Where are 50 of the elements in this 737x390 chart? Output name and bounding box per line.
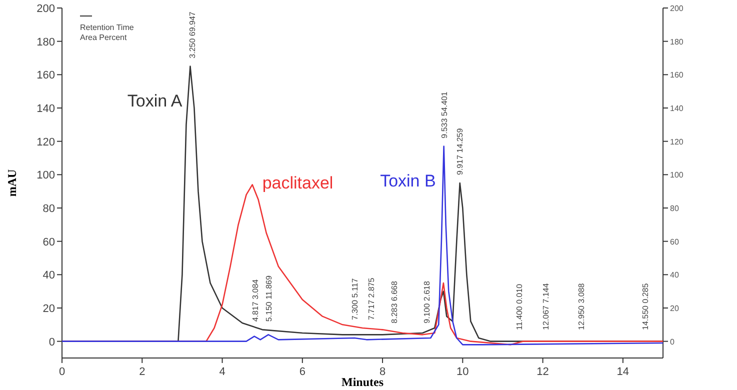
y2-tick-label: 180 bbox=[670, 37, 684, 46]
x-tick-label: 12 bbox=[536, 366, 549, 378]
annotation: 12.067 7.144 bbox=[541, 282, 550, 330]
annotation: 12.950 3.088 bbox=[576, 282, 586, 330]
annotation: 7.300 5.117 bbox=[350, 278, 360, 320]
series-label: Toxin A bbox=[127, 91, 183, 110]
annotation: 3.250 69.947 bbox=[188, 11, 198, 58]
y-tick-label: 140 bbox=[36, 103, 55, 115]
y-tick-label: 40 bbox=[42, 270, 55, 282]
x-tick-label: 8 bbox=[379, 366, 386, 378]
y-tick-label: 180 bbox=[36, 36, 55, 48]
annotation: 9.100 2.618 bbox=[422, 280, 432, 324]
y2-tick-label: 20 bbox=[670, 304, 680, 313]
annotation: Area Percent bbox=[80, 33, 128, 42]
y-tick-label: 160 bbox=[36, 70, 55, 82]
x-tick-label: 4 bbox=[219, 366, 226, 378]
annotation: 7.717 2.875 bbox=[367, 277, 376, 320]
y2-tick-label: 40 bbox=[670, 270, 680, 280]
y-tick-label: 80 bbox=[42, 203, 55, 215]
y-tick-label: 20 bbox=[42, 303, 55, 315]
annotation: 9.533 54.401 bbox=[440, 91, 449, 138]
y-tick-label: 60 bbox=[42, 236, 55, 248]
y-axis-title: mAU bbox=[5, 169, 19, 197]
x-tick-label: 14 bbox=[616, 366, 630, 378]
y-tick-label: 0 bbox=[48, 336, 55, 348]
annotation: 11.400 0.010 bbox=[514, 283, 524, 330]
y-tick-label: 200 bbox=[36, 3, 55, 15]
x-tick-label: 0 bbox=[58, 366, 66, 378]
y2-tick-label: 80 bbox=[670, 204, 680, 213]
annotation: 4.817 3.084 bbox=[251, 278, 260, 322]
annotation: 5.150 11.869 bbox=[264, 275, 274, 322]
y-tick-label: 100 bbox=[36, 170, 55, 182]
y2-tick-label: 200 bbox=[670, 4, 684, 13]
annotation: 8.283 6.668 bbox=[390, 280, 399, 324]
y2-tick-label: 160 bbox=[670, 70, 684, 80]
y2-tick-label: 60 bbox=[670, 237, 680, 246]
y2-tick-label: 120 bbox=[670, 137, 684, 146]
annotation: Retention Time bbox=[80, 23, 134, 32]
series-label: paclitaxel bbox=[262, 174, 334, 193]
x-tick-label: 6 bbox=[299, 366, 306, 378]
x-axis-title: Minutes bbox=[342, 375, 384, 389]
y2-tick-label: 100 bbox=[670, 170, 684, 180]
series-label: Toxin B bbox=[380, 171, 436, 190]
y2-tick-label: 0 bbox=[670, 337, 675, 346]
x-tick-label: 10 bbox=[456, 366, 469, 378]
x-tick-label: 2 bbox=[139, 366, 146, 378]
y2-tick-label: 140 bbox=[670, 104, 684, 113]
annotation: 14.550 0.285 bbox=[640, 282, 650, 330]
y-tick-label: 120 bbox=[36, 136, 55, 148]
annotation: 9.917 14.259 bbox=[455, 128, 464, 175]
